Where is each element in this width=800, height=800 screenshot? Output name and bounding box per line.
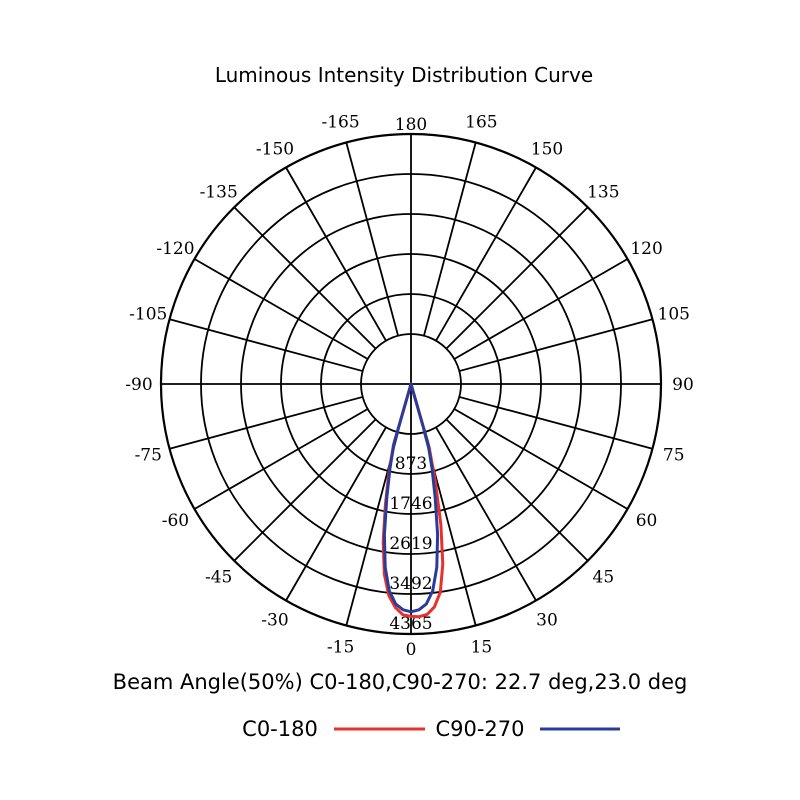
angle-label: -135 [200,183,238,203]
legend: C0-180 C90-270 [242,717,620,741]
grid-spoke [445,418,589,562]
angle-label: 30 [536,611,558,631]
ring-value-label: 4365 [389,614,432,634]
angle-label: 120 [630,239,662,259]
beam-angle-text: Beam Angle(50%) C0-180,C90-270: 22.7 deg… [113,670,688,694]
legend-label: C0-180 [242,717,318,741]
grid-spoke [345,142,399,336]
grid-spoke [459,396,653,450]
series-line-c90-270 [382,382,440,614]
angle-label: 135 [587,183,619,203]
grid-spoke [445,206,589,350]
grid-spoke [285,426,387,601]
ring-value-label: 3492 [389,574,432,594]
angle-label: -105 [129,305,167,325]
grid-spoke [453,408,628,510]
angle-label: 0 [406,640,417,660]
angle-label: -15 [327,638,354,658]
angle-label: 165 [465,112,497,132]
angle-label: 75 [663,445,685,465]
grid-spoke [169,396,363,450]
angle-label: -45 [205,567,232,587]
grid-spoke [233,418,377,562]
grid-spoke [285,167,387,342]
grid-spoke [194,258,369,360]
grid-spoke [435,167,537,342]
angle-label: 60 [636,511,658,531]
angle-label: -165 [321,112,359,132]
grid-spoke [233,206,377,350]
angle-label: -120 [156,239,194,259]
angle-label: 105 [658,305,690,325]
angle-labels: 180 1651501351201059075604530150-15-30-45… [125,112,694,660]
grid-spoke [169,318,363,372]
ring-value-label: 873 [395,454,427,474]
angle-label: 15 [471,638,493,658]
ring-labels: 873 1746 2619 3492 4365 [389,454,432,634]
grid-spoke [194,408,369,510]
angle-label: -90 [125,375,152,395]
angle-label: 180 [395,115,427,135]
angle-label: 45 [593,567,615,587]
angle-label: -150 [256,139,294,159]
angle-label: 90 [672,375,694,395]
grid-spoke [459,318,653,372]
chart-title: Luminous Intensity Distribution Curve [215,63,593,87]
series-group [381,382,445,619]
ring-value-label: 1746 [389,494,432,514]
grid-spoke [423,142,477,336]
angle-label: 150 [531,139,563,159]
angle-label: -30 [261,611,288,631]
polar-grid [159,132,663,636]
angle-label: -75 [135,445,162,465]
grid-spoke [435,426,537,601]
legend-label: C90-270 [435,717,524,741]
angle-label: -60 [162,511,189,531]
grid-spoke [453,258,628,360]
ring-value-label: 2619 [389,534,432,554]
